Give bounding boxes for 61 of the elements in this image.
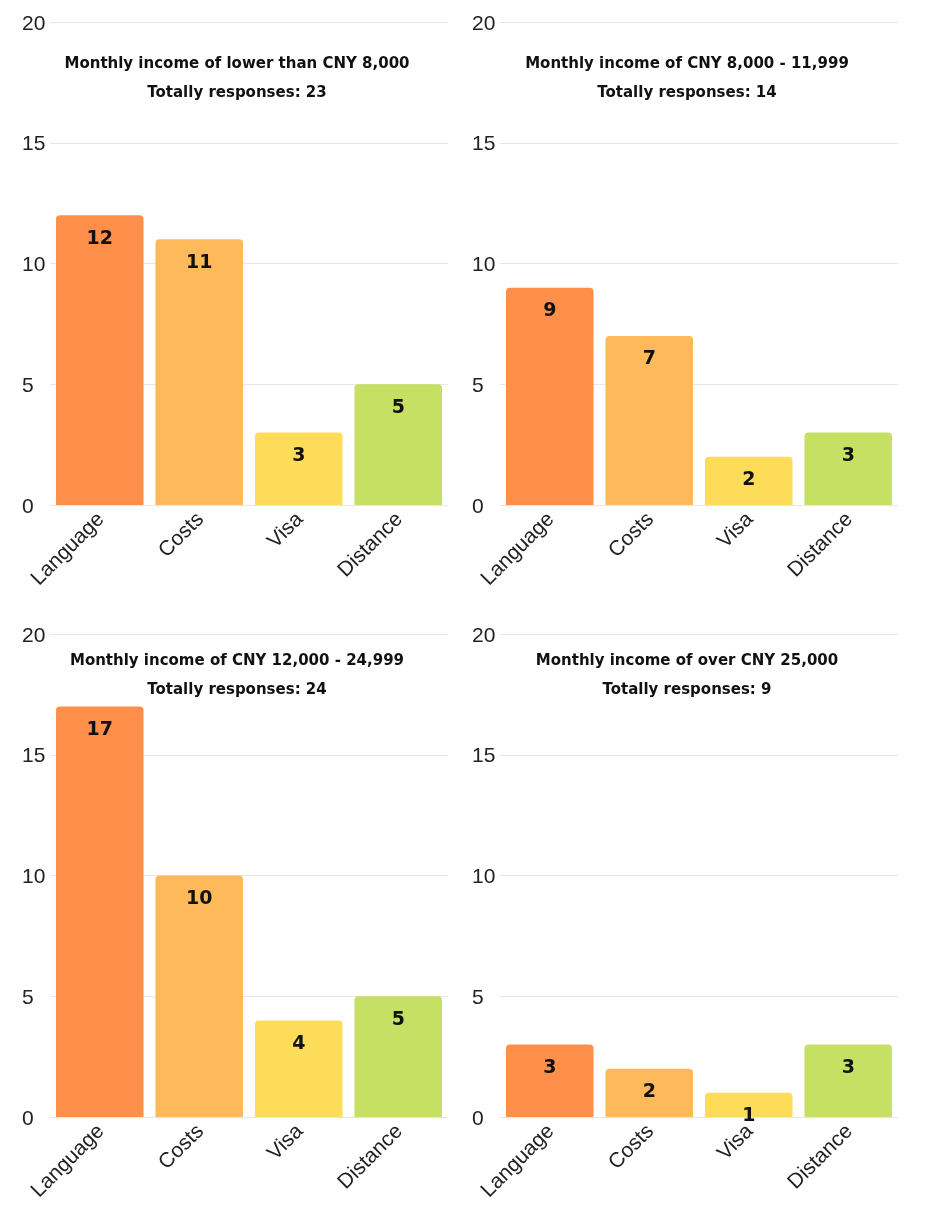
text: Monthly income of CNY 8,000 - 11,999 [525, 53, 849, 72]
y-tick-label: 0 [22, 1105, 34, 1129]
data-label: 11 [186, 249, 213, 272]
y-tick-label: 15 [22, 743, 46, 767]
text: Totally responses: 14 [597, 82, 777, 101]
y-tick-label: 5 [472, 372, 484, 396]
data-label: 9 [543, 298, 557, 321]
bar [605, 335, 694, 505]
y-tick-label: 20 [22, 10, 46, 34]
y-tick-label: 5 [22, 984, 34, 1008]
y-tick-label: 0 [22, 493, 34, 517]
y-tick-label: 10 [472, 252, 496, 275]
text: Totally responses: 24 [147, 679, 327, 698]
y-tick-label: 20 [472, 10, 496, 34]
bar [254, 1020, 343, 1117]
y-tick-label: 15 [22, 131, 46, 155]
bar [505, 1044, 594, 1117]
y-tick-label: 0 [472, 1105, 484, 1129]
bar [55, 706, 144, 1117]
data-label: 5 [391, 394, 405, 417]
data-label: 10 [186, 886, 213, 908]
bar [55, 215, 144, 505]
bar [804, 432, 893, 505]
y-tick-label: 10 [472, 864, 496, 887]
bar [354, 996, 443, 1117]
y-tick-label: 20 [22, 622, 46, 646]
y-tick-label: 10 [22, 252, 46, 275]
data-label: 3 [841, 1055, 855, 1078]
data-label: 7 [642, 346, 656, 369]
bar [155, 875, 244, 1117]
bar [605, 1068, 694, 1117]
bar [354, 384, 443, 505]
data-label: 3 [543, 1055, 557, 1078]
y-tick-label: 10 [22, 864, 46, 887]
data-label: 17 [86, 716, 113, 739]
bar [254, 432, 343, 505]
text: Monthly income of over CNY 25,000 [535, 650, 839, 669]
bar [704, 456, 793, 505]
text: Totally responses: 9 [602, 679, 772, 698]
data-label: 3 [292, 443, 306, 466]
bar [505, 287, 594, 505]
y-tick-label: 20 [472, 622, 496, 646]
bar [804, 1044, 893, 1117]
text: Totally responses: 23 [147, 82, 327, 101]
y-tick-label: 5 [472, 984, 484, 1008]
data-label: 3 [841, 443, 855, 466]
data-label: 12 [86, 225, 113, 248]
text: Monthly income of lower than CNY 8,000 [64, 53, 410, 72]
x-tick-label: Visa [262, 1118, 308, 1164]
data-label: 5 [391, 1006, 405, 1029]
bar [155, 239, 244, 505]
y-tick-label: 5 [22, 372, 34, 396]
x-tick-label: Visa [262, 506, 308, 552]
x-tick-label: Visa [712, 506, 758, 552]
y-tick-label: 15 [472, 743, 496, 767]
data-label: 2 [742, 467, 756, 490]
data-label: 2 [642, 1079, 656, 1102]
data-label: 4 [292, 1030, 306, 1053]
y-tick-label: 0 [472, 493, 484, 517]
y-tick-label: 15 [472, 131, 496, 155]
text: Monthly income of CNY 12,000 - 24,999 [69, 650, 405, 669]
